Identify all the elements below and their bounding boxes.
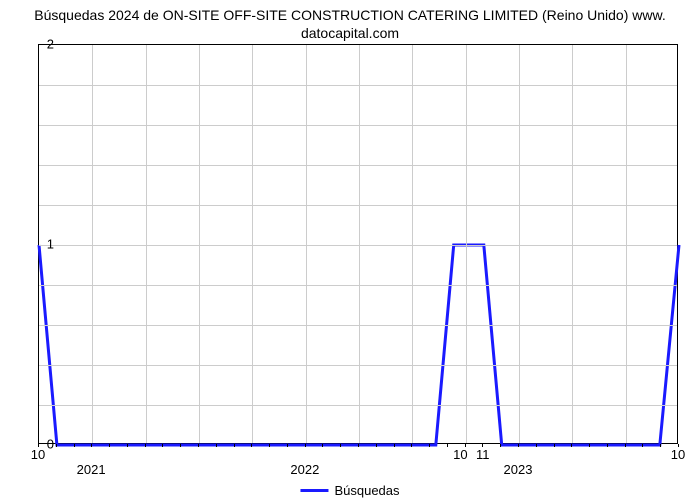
x-tick-month: 10: [31, 447, 45, 462]
x-minor-tick: [162, 444, 163, 447]
legend: Búsquedas: [300, 483, 399, 498]
y-tick-label: 2: [47, 37, 54, 52]
x-minor-tick: [234, 444, 235, 447]
x-minor-tick: [465, 444, 466, 447]
grid-line-v: [306, 45, 307, 443]
x-minor-tick: [305, 444, 306, 447]
x-minor-tick: [678, 444, 679, 447]
x-minor-tick: [642, 444, 643, 447]
x-minor-tick: [607, 444, 608, 447]
grid-line-h: [39, 85, 677, 86]
x-minor-tick: [251, 444, 252, 447]
title-line2: datocapital.com: [301, 25, 399, 41]
plot-area: [38, 44, 678, 444]
x-minor-tick: [127, 444, 128, 447]
grid-line-h: [39, 325, 677, 326]
x-minor-tick: [429, 444, 430, 447]
x-minor-tick: [660, 444, 661, 447]
grid-line-v: [572, 45, 573, 443]
x-minor-tick: [589, 444, 590, 447]
grid-line-v: [252, 45, 253, 443]
x-minor-tick: [394, 444, 395, 447]
x-minor-tick: [554, 444, 555, 447]
x-tick-month: 10: [453, 447, 467, 462]
title-line1: Búsquedas 2024 de ON-SITE OFF-SITE CONST…: [34, 7, 665, 23]
y-tick-label: 0: [47, 437, 54, 452]
chart-container: [38, 44, 678, 444]
x-minor-tick: [571, 444, 572, 447]
x-minor-tick: [447, 444, 448, 447]
chart-title: Búsquedas 2024 de ON-SITE OFF-SITE CONST…: [0, 0, 700, 44]
grid-line-h: [39, 205, 677, 206]
grid-line-h: [39, 245, 677, 246]
grid-line-h: [39, 125, 677, 126]
grid-line-v: [626, 45, 627, 443]
x-minor-tick: [180, 444, 181, 447]
grid-line-v: [519, 45, 520, 443]
grid-line-v: [92, 45, 93, 443]
grid-line-v: [146, 45, 147, 443]
y-tick-label: 1: [47, 237, 54, 252]
x-minor-tick: [74, 444, 75, 447]
x-minor-tick: [482, 444, 483, 447]
x-minor-tick: [91, 444, 92, 447]
grid-line-v: [199, 45, 200, 443]
x-minor-tick: [411, 444, 412, 447]
x-minor-tick: [287, 444, 288, 447]
x-minor-tick: [340, 444, 341, 447]
grid-line-v: [359, 45, 360, 443]
grid-line-v: [412, 45, 413, 443]
x-minor-tick: [500, 444, 501, 447]
x-tick-year: 2023: [504, 462, 533, 477]
grid-line-v: [466, 45, 467, 443]
x-minor-tick: [322, 444, 323, 447]
x-minor-tick: [38, 444, 39, 447]
x-minor-tick: [269, 444, 270, 447]
x-tick-year: 2021: [77, 462, 106, 477]
x-minor-tick: [56, 444, 57, 447]
x-minor-tick: [109, 444, 110, 447]
x-minor-tick: [376, 444, 377, 447]
grid-line-h: [39, 285, 677, 286]
x-tick-month: 10: [671, 447, 685, 462]
x-tick-year: 2022: [290, 462, 319, 477]
x-tick-month: 11: [476, 447, 490, 462]
x-minor-tick: [625, 444, 626, 447]
grid-line-h: [39, 405, 677, 406]
grid-line-h: [39, 365, 677, 366]
x-minor-tick: [145, 444, 146, 447]
x-minor-tick: [216, 444, 217, 447]
legend-label: Búsquedas: [334, 483, 399, 498]
x-minor-tick: [358, 444, 359, 447]
x-minor-tick: [536, 444, 537, 447]
x-minor-tick: [518, 444, 519, 447]
x-minor-tick: [198, 444, 199, 447]
grid-line-h: [39, 165, 677, 166]
legend-swatch: [300, 489, 328, 492]
